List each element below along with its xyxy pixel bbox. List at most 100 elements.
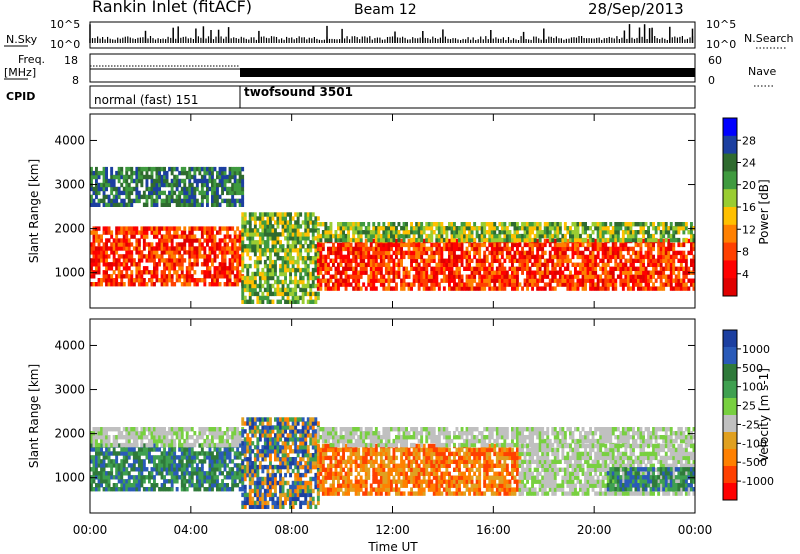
heatmap-cell [112, 258, 116, 263]
heatmap-cell [513, 226, 517, 231]
heatmap-cell [624, 237, 628, 243]
heatmap-cell [125, 178, 129, 184]
heatmap-cell [465, 266, 469, 271]
heatmap-cell [107, 262, 111, 267]
heatmap-cell [624, 226, 628, 231]
heatmap-cell [392, 258, 396, 263]
heatmap-cell [299, 252, 303, 257]
heatmap-cell [246, 449, 250, 454]
heatmap-cell [344, 266, 348, 271]
heatmap-cell [319, 233, 323, 239]
heatmap-cell [160, 202, 164, 207]
heatmap-cell [173, 262, 177, 267]
heatmap-cell [180, 246, 184, 251]
heatmap-cell [228, 262, 232, 267]
heatmap-cell [190, 234, 194, 239]
heatmap-cell [135, 427, 139, 432]
heatmap-cell [669, 237, 673, 243]
heatmap-cell [498, 262, 502, 267]
heatmap-cell [195, 202, 199, 207]
heatmap-cell [591, 278, 595, 283]
heatmap-cell [115, 483, 119, 488]
heatmap-cell [384, 242, 388, 248]
heatmap-cell [208, 479, 212, 484]
heatmap-cell [160, 178, 164, 184]
heatmap-cell [286, 212, 290, 217]
heatmap-cell [248, 275, 252, 281]
heatmap-cell [218, 170, 222, 176]
cpid-panel-frame [89, 85, 696, 109]
heatmap-cell [163, 467, 166, 472]
heatmap-cell [594, 274, 598, 279]
heatmap-cell [425, 237, 429, 243]
heatmap-cell [221, 166, 224, 172]
heatmap-cell [286, 263, 290, 269]
heatmap-cell [117, 282, 121, 287]
heatmap-cell [289, 216, 292, 221]
heatmap-cell [374, 254, 378, 260]
heatmap-cell [495, 278, 499, 283]
cpid-mode-twofsound: twofsound 3501 [244, 85, 353, 99]
heatmap-cell [684, 286, 688, 291]
heatmap-cell [112, 254, 116, 259]
heatmap-cell [684, 266, 688, 271]
heatmap-cell [269, 232, 272, 237]
heatmap-cell [195, 487, 199, 492]
heatmap-cell [503, 286, 507, 291]
heatmap-cell [483, 226, 487, 231]
heatmap-cell [410, 222, 413, 227]
heatmap-cell [97, 475, 101, 480]
heatmap-cell [589, 237, 592, 243]
heatmap-cell [632, 262, 635, 267]
heatmap-cell [342, 230, 345, 235]
heatmap-cell [132, 226, 136, 231]
heatmap-cell [626, 278, 630, 283]
heatmap-cell [674, 286, 678, 291]
heatmap-cell [687, 238, 691, 244]
heatmap-cell [105, 186, 108, 192]
heatmap-cell [236, 254, 240, 259]
heatmap-cell [183, 471, 187, 476]
heatmap-cell [203, 479, 207, 484]
heatmap-cell [367, 250, 371, 256]
heatmap-cell [390, 222, 393, 227]
power-heatmap [90, 166, 696, 304]
heatmap-cell [112, 447, 116, 452]
heatmap-cell [135, 170, 139, 176]
heatmap-cell [682, 286, 686, 291]
heatmap-cell [311, 220, 315, 225]
heatmap-cell [289, 275, 292, 281]
heatmap-cell [395, 246, 398, 252]
heatmap-cell [425, 222, 429, 227]
heatmap-cell [238, 479, 242, 484]
heatmap-cell [490, 278, 494, 283]
heatmap-cell [253, 228, 257, 233]
heatmap-cell [541, 262, 545, 267]
heatmap-cell [445, 274, 449, 279]
heatmap-cell [107, 226, 111, 231]
heatmap-cell [216, 242, 219, 247]
heatmap-cell [236, 234, 240, 239]
heatmap-cell [105, 166, 108, 172]
heatmap-cell [301, 236, 305, 241]
heatmap-cell [125, 447, 129, 452]
heatmap-cell [311, 244, 315, 249]
heatmap-cell [198, 475, 202, 480]
heatmap-cell [455, 270, 459, 275]
heatmap-cell [372, 274, 376, 279]
heatmap-cell [606, 286, 610, 291]
heatmap-cell [102, 190, 106, 196]
heatmap-cell [248, 216, 252, 221]
heatmap-cell [150, 447, 154, 452]
heatmap-cell [458, 270, 461, 275]
heatmap-cell [165, 258, 169, 263]
heatmap-cell [352, 254, 356, 260]
heatmap-cell [440, 270, 444, 275]
heatmap-cell [485, 230, 489, 235]
heatmap-cell [251, 291, 255, 297]
heatmap-cell [321, 233, 325, 239]
heatmap-cell [284, 263, 287, 269]
heatmap-cell [97, 226, 101, 231]
heatmap-cell [115, 282, 119, 287]
heatmap-cell [309, 275, 313, 281]
